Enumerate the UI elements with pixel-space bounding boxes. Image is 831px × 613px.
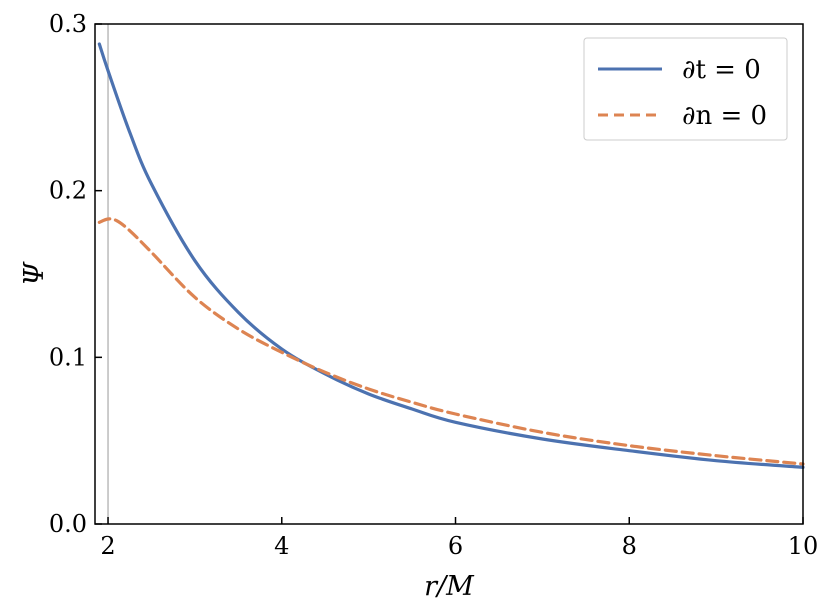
y-tick-label: 0.2 [49, 177, 87, 205]
y-tick-label: 0.3 [49, 10, 87, 38]
x-tick-label: 2 [100, 532, 115, 560]
x-tick-label: 6 [448, 532, 463, 560]
x-axis-ticks: 2 4 6 8 10 [100, 517, 818, 560]
x-tick-label: 10 [788, 532, 819, 560]
legend-label-series-2: ∂n = 0 [682, 101, 767, 131]
plot-area: 2 4 6 8 10 0.0 0.1 0.2 0.3 [49, 10, 818, 560]
legend: ∂t = 0 ∂n = 0 [583, 37, 788, 141]
legend-label-series-1: ∂t = 0 [682, 55, 761, 85]
y-axis-ticks: 0.0 0.1 0.2 0.3 [49, 10, 102, 538]
y-tick-label: 0.1 [49, 343, 87, 371]
x-tick-label: 4 [274, 532, 289, 560]
series-line-2 [97, 217, 805, 466]
x-axis-label: r/M [424, 571, 475, 602]
y-axis-label: Ψ [19, 261, 50, 286]
x-tick-label: 8 [622, 532, 637, 560]
series-layer [97, 42, 805, 469]
series-line-1 [97, 42, 805, 469]
axes-frame [94, 23, 804, 525]
y-tick-label: 0.0 [49, 510, 87, 538]
